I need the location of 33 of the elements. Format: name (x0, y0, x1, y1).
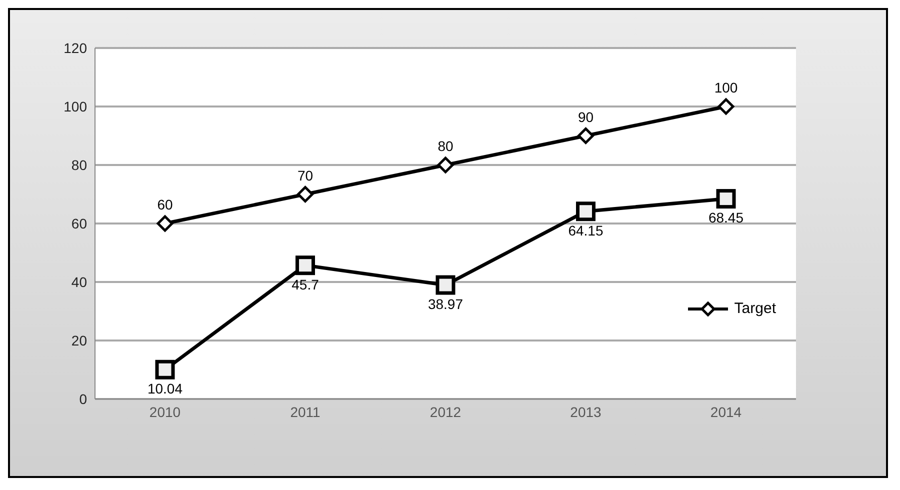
point (156, 215, 174, 232)
data-label: 70 (297, 167, 314, 184)
data-label: 64.15 (568, 222, 604, 238)
point (296, 256, 315, 276)
y-tick-label: 40 (71, 274, 88, 290)
legend-label: Target (734, 300, 776, 317)
data-label: 100 (714, 80, 738, 96)
x-tick-label: 2014 (710, 404, 742, 420)
y-tick-label: 60 (71, 215, 88, 232)
y-tick-label: 100 (64, 98, 88, 114)
x-tick-label: 2012 (430, 404, 462, 420)
point (576, 202, 596, 222)
data-label: 68.45 (708, 210, 744, 226)
point (297, 186, 314, 202)
data-label: 80 (438, 138, 454, 154)
x-tick-label: 2011 (290, 404, 321, 420)
x-tick-label: 2013 (570, 404, 602, 420)
data-label: 90 (578, 108, 594, 125)
x-tick-label: 2010 (149, 404, 181, 420)
point (155, 360, 175, 380)
y-tick-label: 80 (71, 156, 88, 173)
data-label: 45.7 (292, 276, 320, 292)
point (716, 189, 736, 209)
y-tick-label: 20 (71, 332, 88, 348)
y-tick-label: 0 (79, 390, 88, 407)
point (718, 98, 734, 115)
point (437, 156, 454, 174)
data-label: 38.97 (428, 296, 464, 312)
data-label: 10.04 (147, 380, 183, 397)
point (578, 128, 594, 144)
data-label: 60 (157, 196, 173, 212)
y-tick-label: 120 (64, 40, 88, 56)
point (436, 275, 456, 295)
